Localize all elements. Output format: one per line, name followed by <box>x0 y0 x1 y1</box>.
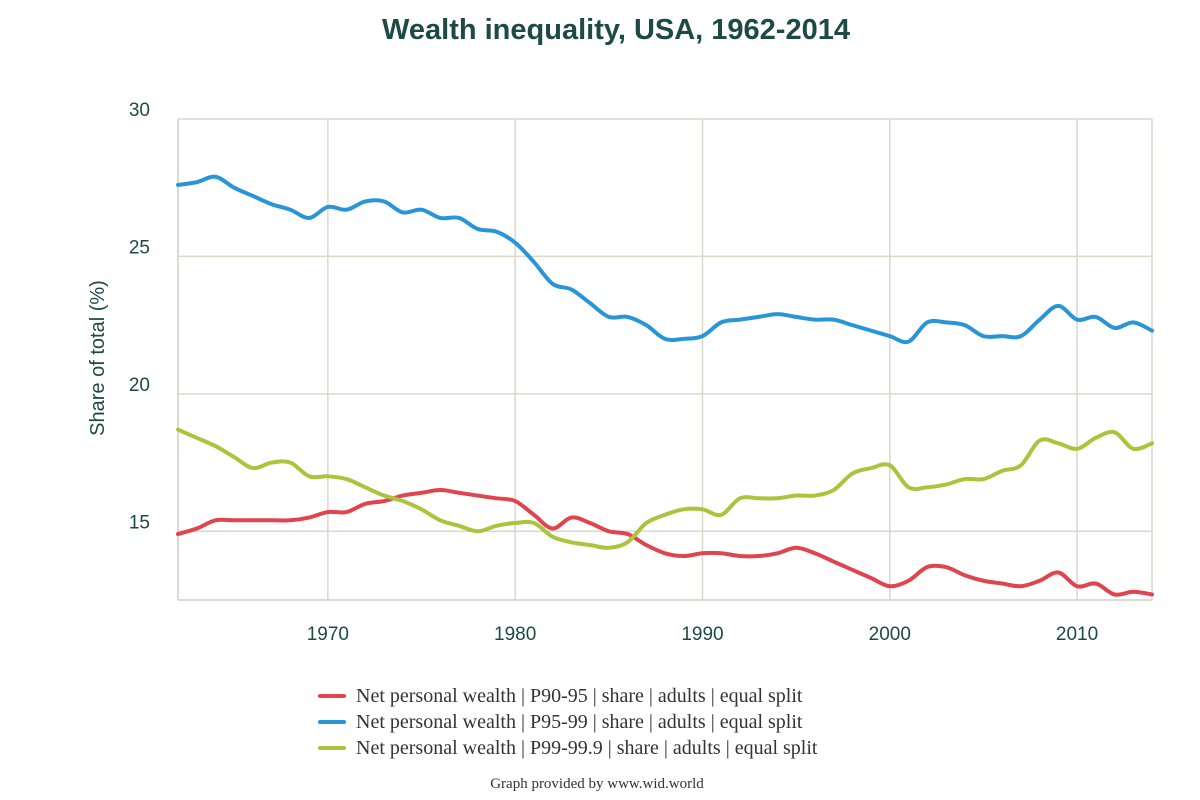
legend-item[interactable]: Net personal wealth | P99-99.9 | share |… <box>318 735 817 761</box>
series-layer <box>176 174 1154 597</box>
legend-item[interactable]: Net personal wealth | P95-99 | share | a… <box>318 709 817 735</box>
legend-swatch <box>318 720 346 724</box>
x-tick-label: 2000 <box>869 624 911 645</box>
x-tick-label: 1990 <box>681 624 723 645</box>
legend-swatch <box>318 694 346 698</box>
y-axis-title: Share of total (%) <box>87 280 109 436</box>
legend-item[interactable]: Net personal wealth | P90-95 | share | a… <box>318 683 817 709</box>
credit-text: Graph provided by www.wid.world <box>490 776 704 792</box>
series-line-p99-99-9 <box>176 427 1154 550</box>
grid-layer <box>178 118 1152 600</box>
legend-label: Net personal wealth | P99-99.9 | share |… <box>356 736 818 759</box>
x-tick-label: 1980 <box>494 624 536 645</box>
series-line-p90-95 <box>176 488 1154 597</box>
y-tick-label: 15 <box>129 512 150 533</box>
legend-label: Net personal wealth | P90-95 | share | a… <box>356 684 803 707</box>
chart-title: Wealth inequality, USA, 1962-2014 <box>382 14 850 46</box>
series-line-p95-99 <box>176 174 1154 345</box>
x-tick-label: 1970 <box>307 624 349 645</box>
axis-layer: 15 20 25 30 1970 1980 1990 2000 2010 <box>129 100 1153 645</box>
y-tick-label: 30 <box>129 100 150 121</box>
legend: Net personal wealth | P90-95 | share | a… <box>318 683 817 761</box>
y-tick-label: 20 <box>129 375 150 396</box>
x-tick-label: 2010 <box>1056 624 1098 645</box>
y-tick-label: 25 <box>129 237 150 258</box>
legend-label: Net personal wealth | P95-99 | share | a… <box>356 710 803 733</box>
legend-swatch <box>318 746 346 750</box>
